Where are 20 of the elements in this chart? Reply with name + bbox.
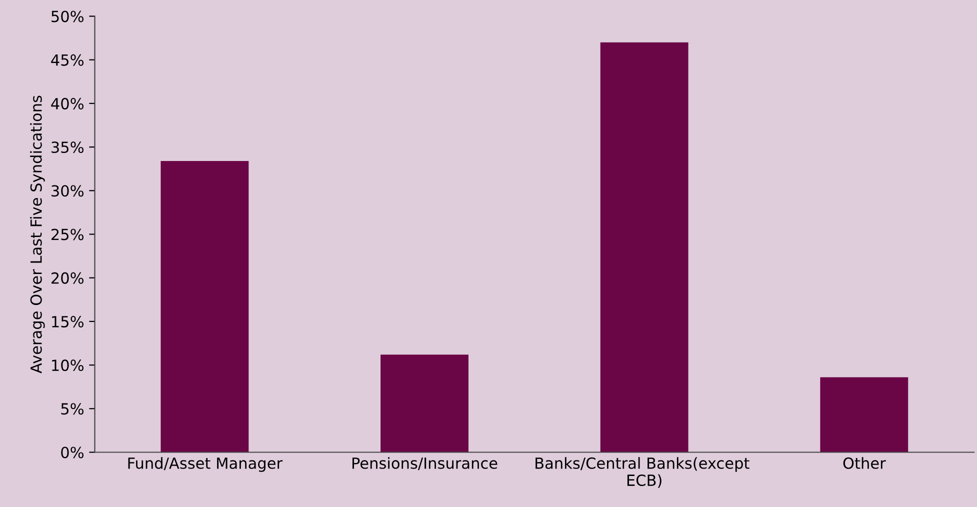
- y-tick-label: 30%: [52, 185, 84, 197]
- y-axis-title: Average Over Last Five Syndications: [30, 96, 45, 374]
- x-tick-label: Other: [843, 457, 886, 469]
- bar: [160, 160, 249, 452]
- y-tick-label: 50%: [52, 10, 84, 22]
- y-tick-label: 5%: [61, 403, 84, 415]
- y-tick-label: 15%: [52, 316, 84, 328]
- x-tick-label: Banks/Central Banks(except ECB): [536, 457, 750, 488]
- y-tick-label: 35%: [52, 141, 84, 154]
- x-tick-label: Pensions/Insurance: [352, 457, 498, 470]
- y-tick-label: 20%: [52, 272, 84, 284]
- x-tick-label: Fund/Asset Manager: [128, 457, 283, 472]
- y-tick-label: 40%: [51, 98, 84, 110]
- bar: [600, 42, 688, 452]
- y-tick-label: 0%: [61, 446, 84, 458]
- bar: [820, 377, 908, 452]
- y-tick-label: 10%: [52, 360, 84, 372]
- bar: [380, 354, 468, 452]
- y-tick-label: 45%: [51, 54, 84, 66]
- y-tick-label: 25%: [52, 228, 84, 240]
